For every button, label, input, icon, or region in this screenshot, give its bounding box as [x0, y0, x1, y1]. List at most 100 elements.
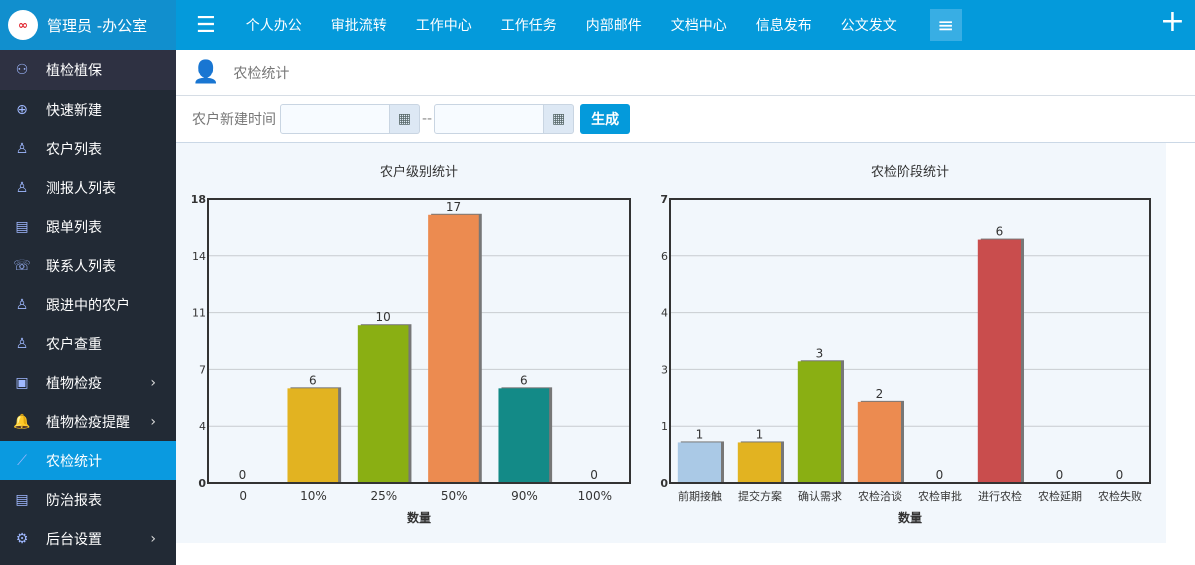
sidebar-item-label: 农检统计 [46, 453, 102, 470]
users-icon: ⚇ [15, 62, 29, 78]
bar [737, 442, 781, 483]
clipboard-icon: ▤ [15, 218, 29, 235]
y-tick-label: 1 [661, 420, 668, 433]
plot-frame [669, 198, 1151, 484]
bar [857, 401, 901, 483]
more-menu-button[interactable]: ≡ [929, 9, 962, 41]
nav-item[interactable]: 工作任务 [500, 18, 557, 34]
chart-title: 农检阶段统计 [871, 165, 949, 180]
x-tick-label: 25% [370, 489, 397, 503]
start-date-input[interactable] [280, 104, 390, 134]
sidebar-item-label: 农户列表 [46, 141, 102, 158]
brand-title: 管理员 -办公室 [47, 16, 148, 35]
y-tick-label: 4 [199, 420, 206, 433]
user-search-icon: ♙ [15, 335, 29, 352]
plus-circle-icon: ⊕ [16, 101, 28, 118]
bar [428, 214, 479, 483]
sidebar-item-label: 植物检疫 [46, 375, 102, 392]
nav-item[interactable]: 审批流转 [330, 18, 387, 34]
x-tick-label: 农检洽谈 [858, 489, 902, 503]
menu-toggle-icon[interactable]: ☰ [196, 12, 216, 38]
y-tick-label: 7 [660, 193, 668, 206]
y-tick-label: 0 [660, 477, 668, 490]
x-tick-label: 10% [300, 489, 327, 503]
contact-icon: ☏ [13, 257, 31, 274]
x-tick-label: 100% [578, 489, 612, 503]
sidebar-item[interactable]: ♙ 跟进中的农户 [0, 285, 176, 324]
sidebar-item-label: 后台设置 [46, 531, 102, 548]
nav-item[interactable]: 个人办公 [245, 18, 302, 34]
data-label: 0 [239, 468, 247, 482]
x-tick-label: 0 [239, 489, 247, 503]
sidebar-item[interactable]: 🔔 植物检疫提醒 › [0, 402, 176, 441]
x-tick-label: 90% [511, 489, 538, 503]
x-tick-label: 农检延期 [1038, 489, 1082, 503]
sidebar-item[interactable]: ⊕ 快速新建 [0, 90, 176, 129]
sidebar-item-label: 植检植保 [46, 63, 102, 79]
top-nav: ☰ 个人办公 审批流转 工作中心 工作任务 内部邮件 文档中心 信息发布 公文发文 ≡ + [176, 0, 1195, 50]
x-axis-label: 数量 [407, 510, 431, 525]
data-label: 10 [375, 310, 390, 324]
data-label: 0 [1116, 468, 1124, 482]
nav-item[interactable]: 文档中心 [670, 18, 727, 34]
sidebar-item[interactable]: ▣ 植物检疫 › [0, 363, 176, 402]
sidebar-item[interactable]: ⚇ 植检植保 [0, 50, 176, 90]
gear-icon: ⚙ [15, 530, 29, 547]
sidebar-item[interactable]: ⟋ 农检统计 [0, 441, 176, 480]
nav-item[interactable]: 内部邮件 [585, 18, 642, 34]
chevron-right-icon: › [150, 413, 156, 430]
sidebar-item[interactable]: ♙ 农户列表 [0, 129, 176, 168]
user-plus-icon: ♙ [15, 296, 29, 313]
x-tick-label: 50% [441, 489, 468, 503]
data-label: 0 [590, 468, 598, 482]
y-tick-label: 6 [661, 250, 668, 263]
sidebar-item[interactable]: ⚙ 后台设置 › [0, 519, 176, 558]
y-tick-label: 4 [661, 307, 668, 320]
charts-panel: 农户级别统计 0 4 7 11 14 18 0 0 6 10% 10 25% 17 50% 6 90% 0 100%… [176, 143, 1166, 543]
y-tick-label: 7 [199, 363, 206, 376]
bar [287, 388, 339, 483]
sidebar-item-label: 跟单列表 [46, 219, 102, 236]
y-tick-label: 14 [192, 250, 206, 263]
inspection-stage-chart: 农检阶段统计 0 1 3 4 6 7 1 前期接触 1 提交方案 3 确认需求 2 农检洽谈 0 农检审批 6 进行… [660, 165, 1151, 525]
nav-item[interactable]: 公文发文 [840, 18, 897, 34]
y-tick-label: 11 [192, 307, 206, 320]
sidebar-item[interactable]: ▤ 跟单列表 [0, 207, 176, 246]
user-list-icon: 👤 [192, 60, 220, 85]
x-tick-label: 提交方案 [738, 489, 782, 503]
add-icon[interactable]: + [1159, 4, 1185, 39]
generate-button[interactable]: 生成 [580, 104, 631, 134]
date-separator: -- [422, 111, 433, 127]
data-label: 0 [1056, 468, 1064, 482]
data-label: 0 [936, 468, 944, 482]
sidebar-item[interactable]: ♙ 测报人列表 [0, 168, 176, 207]
x-axis-label: 数量 [898, 510, 922, 525]
user-add-icon: ♙ [15, 179, 29, 196]
y-tick-label: 18 [191, 193, 206, 206]
nav-item[interactable]: 工作中心 [415, 18, 472, 34]
calendar-icon[interactable]: ▦ [390, 104, 420, 134]
sidebar-item-label: 联系人列表 [46, 258, 116, 275]
calendar-icon[interactable]: ▦ [544, 104, 575, 134]
bar [797, 361, 841, 483]
sidebar-item[interactable]: ♙ 农户查重 [0, 324, 176, 363]
data-label: 6 [996, 225, 1004, 239]
sidebar-item[interactable]: ▤ 防治报表 [0, 480, 176, 519]
page-title: 农检统计 [233, 65, 290, 82]
data-label: 2 [876, 387, 884, 401]
document-icon: ▤ [15, 491, 29, 508]
sidebar-item-label: 测报人列表 [46, 180, 116, 197]
data-label: 1 [756, 427, 764, 441]
nav-item[interactable]: 信息发布 [755, 18, 812, 34]
sidebar-item-label: 植物检疫提醒 [46, 414, 130, 431]
logo: ∞ [8, 10, 38, 40]
page-header: 👤 农检统计 [176, 50, 1195, 96]
sidebar-item-label: 快速新建 [46, 102, 102, 119]
bar [357, 325, 409, 483]
end-date-input[interactable] [434, 104, 545, 134]
bar [977, 239, 1021, 483]
bar [677, 442, 721, 483]
data-label: 1 [696, 427, 704, 441]
sidebar-item[interactable]: ☏ 联系人列表 [0, 246, 176, 285]
sidebar-item-label: 农户查重 [46, 336, 102, 353]
